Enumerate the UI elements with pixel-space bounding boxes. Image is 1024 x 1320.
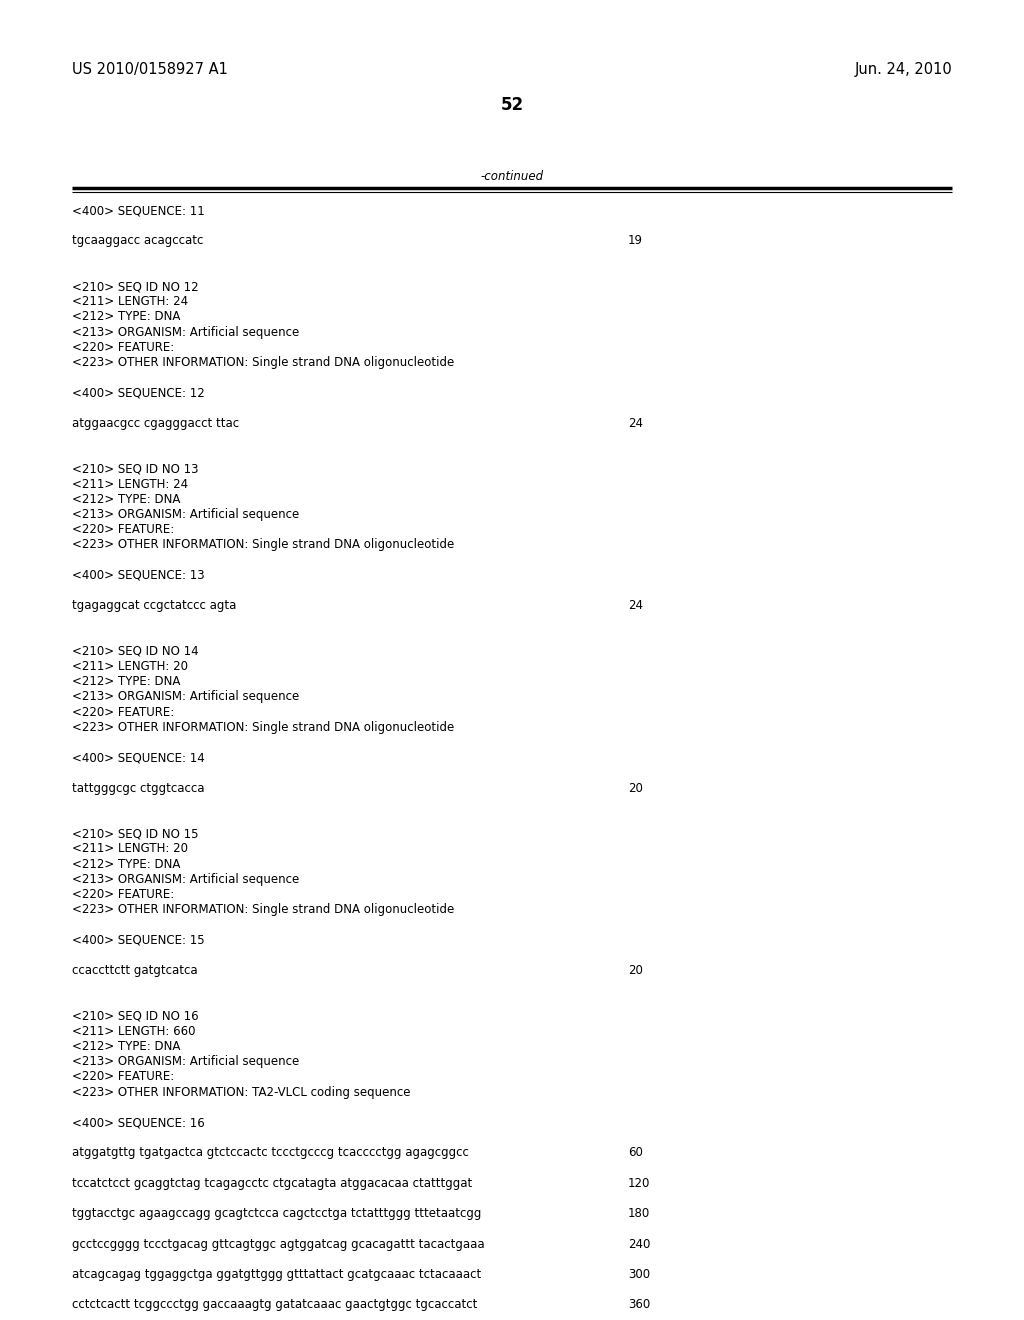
Text: <210> SEQ ID NO 15: <210> SEQ ID NO 15 — [72, 828, 199, 841]
Text: tgagaggcat ccgctatccc agta: tgagaggcat ccgctatccc agta — [72, 599, 237, 612]
Text: <213> ORGANISM: Artificial sequence: <213> ORGANISM: Artificial sequence — [72, 690, 299, 704]
Text: <400> SEQUENCE: 15: <400> SEQUENCE: 15 — [72, 933, 205, 946]
Text: <211> LENGTH: 24: <211> LENGTH: 24 — [72, 296, 188, 308]
Text: <220> FEATURE:: <220> FEATURE: — [72, 341, 174, 354]
Text: 120: 120 — [628, 1177, 650, 1189]
Text: atcagcagag tggaggctga ggatgttggg gtttattact gcatgcaaac tctacaaact: atcagcagag tggaggctga ggatgttggg gtttatt… — [72, 1269, 481, 1280]
Text: <213> ORGANISM: Artificial sequence: <213> ORGANISM: Artificial sequence — [72, 326, 299, 339]
Text: 20: 20 — [628, 781, 643, 795]
Text: 180: 180 — [628, 1208, 650, 1220]
Text: <212> TYPE: DNA: <212> TYPE: DNA — [72, 492, 180, 506]
Text: <212> TYPE: DNA: <212> TYPE: DNA — [72, 1040, 180, 1053]
Text: ccaccttctt gatgtcatca: ccaccttctt gatgtcatca — [72, 964, 198, 977]
Text: 60: 60 — [628, 1146, 643, 1159]
Text: <212> TYPE: DNA: <212> TYPE: DNA — [72, 676, 180, 688]
Text: tgcaaggacc acagccatc: tgcaaggacc acagccatc — [72, 235, 204, 247]
Text: atggatgttg tgatgactca gtctccactc tccctgcccg tcacccctgg agagcggcc: atggatgttg tgatgactca gtctccactc tccctgc… — [72, 1146, 469, 1159]
Text: <220> FEATURE:: <220> FEATURE: — [72, 523, 174, 536]
Text: <223> OTHER INFORMATION: Single strand DNA oligonucleotide: <223> OTHER INFORMATION: Single strand D… — [72, 903, 455, 916]
Text: <400> SEQUENCE: 13: <400> SEQUENCE: 13 — [72, 569, 205, 582]
Text: <211> LENGTH: 24: <211> LENGTH: 24 — [72, 478, 188, 491]
Text: 240: 240 — [628, 1238, 650, 1250]
Text: 19: 19 — [628, 235, 643, 247]
Text: -continued: -continued — [480, 170, 544, 183]
Text: 360: 360 — [628, 1299, 650, 1311]
Text: <210> SEQ ID NO 14: <210> SEQ ID NO 14 — [72, 644, 199, 657]
Text: 24: 24 — [628, 417, 643, 430]
Text: <211> LENGTH: 20: <211> LENGTH: 20 — [72, 842, 188, 855]
Text: 300: 300 — [628, 1269, 650, 1280]
Text: atggaacgcc cgagggacct ttac: atggaacgcc cgagggacct ttac — [72, 417, 240, 430]
Text: <220> FEATURE:: <220> FEATURE: — [72, 1071, 174, 1084]
Text: <400> SEQUENCE: 12: <400> SEQUENCE: 12 — [72, 387, 205, 400]
Text: <400> SEQUENCE: 14: <400> SEQUENCE: 14 — [72, 751, 205, 764]
Text: <210> SEQ ID NO 13: <210> SEQ ID NO 13 — [72, 462, 199, 475]
Text: <223> OTHER INFORMATION: Single strand DNA oligonucleotide: <223> OTHER INFORMATION: Single strand D… — [72, 539, 455, 552]
Text: cctctcactt tcggccctgg gaccaaagtg gatatcaaac gaactgtggc tgcaccatct: cctctcactt tcggccctgg gaccaaagtg gatatca… — [72, 1299, 477, 1311]
Text: 24: 24 — [628, 599, 643, 612]
Text: <400> SEQUENCE: 16: <400> SEQUENCE: 16 — [72, 1115, 205, 1129]
Text: gcctccgggg tccctgacag gttcagtggc agtggatcag gcacagattt tacactgaaa: gcctccgggg tccctgacag gttcagtggc agtggat… — [72, 1238, 484, 1250]
Text: <211> LENGTH: 20: <211> LENGTH: 20 — [72, 660, 188, 673]
Text: <220> FEATURE:: <220> FEATURE: — [72, 706, 174, 718]
Text: <223> OTHER INFORMATION: TA2-VLCL coding sequence: <223> OTHER INFORMATION: TA2-VLCL coding… — [72, 1085, 411, 1098]
Text: <213> ORGANISM: Artificial sequence: <213> ORGANISM: Artificial sequence — [72, 873, 299, 886]
Text: Jun. 24, 2010: Jun. 24, 2010 — [854, 62, 952, 77]
Text: 52: 52 — [501, 96, 523, 114]
Text: <223> OTHER INFORMATION: Single strand DNA oligonucleotide: <223> OTHER INFORMATION: Single strand D… — [72, 721, 455, 734]
Text: <210> SEQ ID NO 16: <210> SEQ ID NO 16 — [72, 1010, 199, 1023]
Text: <212> TYPE: DNA: <212> TYPE: DNA — [72, 858, 180, 871]
Text: tccatctcct gcaggtctag tcagagcctc ctgcatagta atggacacaa ctatttggat: tccatctcct gcaggtctag tcagagcctc ctgcata… — [72, 1177, 472, 1189]
Text: <213> ORGANISM: Artificial sequence: <213> ORGANISM: Artificial sequence — [72, 1055, 299, 1068]
Text: <211> LENGTH: 660: <211> LENGTH: 660 — [72, 1024, 196, 1038]
Text: 20: 20 — [628, 964, 643, 977]
Text: tattgggcgc ctggtcacca: tattgggcgc ctggtcacca — [72, 781, 205, 795]
Text: <210> SEQ ID NO 12: <210> SEQ ID NO 12 — [72, 280, 199, 293]
Text: <220> FEATURE:: <220> FEATURE: — [72, 888, 174, 902]
Text: <223> OTHER INFORMATION: Single strand DNA oligonucleotide: <223> OTHER INFORMATION: Single strand D… — [72, 356, 455, 370]
Text: <400> SEQUENCE: 11: <400> SEQUENCE: 11 — [72, 205, 205, 216]
Text: US 2010/0158927 A1: US 2010/0158927 A1 — [72, 62, 228, 77]
Text: tggtacctgc agaagccagg gcagtctcca cagctcctga tctatttggg tttetaatcgg: tggtacctgc agaagccagg gcagtctcca cagctcc… — [72, 1208, 481, 1220]
Text: <212> TYPE: DNA: <212> TYPE: DNA — [72, 310, 180, 323]
Text: <213> ORGANISM: Artificial sequence: <213> ORGANISM: Artificial sequence — [72, 508, 299, 521]
